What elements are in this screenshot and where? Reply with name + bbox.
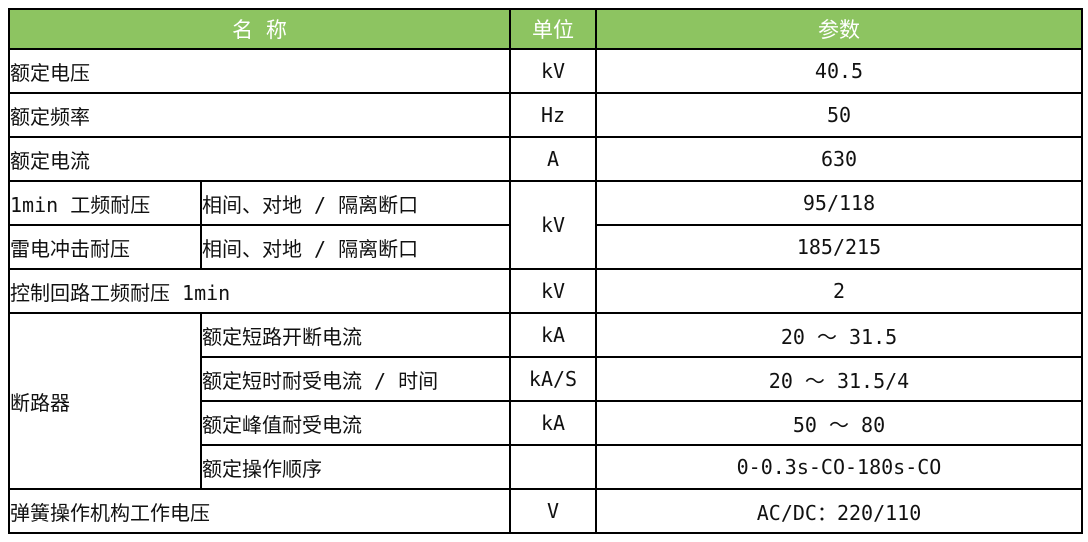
cell-operating-sequence-param: 0-0.3s-CO-180s-CO (595, 444, 1083, 490)
cell-power-freq-sub: 相间、对地 / 隔离断口 (200, 180, 511, 226)
cell-short-time-param: 20 ～ 31.5/4 (595, 356, 1083, 402)
cell-short-time-sub: 额定短时耐受电流 / 时间 (200, 356, 511, 402)
cell-breaker-group-name: 断路器 (8, 312, 202, 490)
cell-rated-voltage-param: 40.5 (595, 48, 1083, 94)
header-unit: 单位 (509, 8, 597, 50)
table-row: 弹簧操作机构工作电压 V AC/DC：220/110 (8, 488, 1083, 534)
cell-power-freq-param: 95/118 (595, 180, 1083, 226)
cell-rated-voltage-unit: kV (509, 48, 597, 94)
table-row: 雷电冲击耐压 相间、对地 / 隔离断口 185/215 (8, 224, 1083, 270)
cell-peak-withstand-param: 50 ～ 80 (595, 400, 1083, 446)
cell-peak-withstand-sub: 额定峰值耐受电流 (200, 400, 511, 446)
cell-operating-sequence-unit (509, 444, 597, 490)
table-row: 额定操作顺序 0-0.3s-CO-180s-CO (9, 444, 1083, 490)
header-param: 参数 (595, 8, 1083, 50)
cell-rated-current-unit: A (509, 136, 597, 182)
cell-spring-mechanism-param: AC/DC：220/110 (595, 488, 1083, 534)
cell-control-circuit-unit: kV (509, 268, 597, 314)
cell-breaking-current-unit: kA (509, 312, 597, 358)
cell-spring-mechanism-unit: V (509, 488, 597, 534)
cell-rated-frequency-unit: Hz (509, 92, 597, 138)
spec-table: 名 称 单位 参数 额定电压 kV 40.5 额定频率 Hz 50 额定电流 A… (8, 8, 1083, 534)
table-row: 1min 工频耐压 相间、对地 / 隔离断口 kV 95/118 (8, 180, 1083, 270)
cell-power-freq-name: 1min 工频耐压 (8, 180, 202, 226)
cell-peak-withstand-unit: kA (509, 400, 597, 446)
table-row: 断路器 额定短路开断电流 kA 20 ～ 31.5 (8, 312, 1083, 490)
cell-withstand-unit: kV (509, 180, 597, 270)
table-row: 额定电流 A 630 (8, 136, 1083, 182)
table-row: 额定电压 kV 40.5 (8, 48, 1083, 94)
cell-lightning-name: 雷电冲击耐压 (8, 224, 202, 270)
cell-breaking-current-sub: 额定短路开断电流 (200, 312, 511, 358)
table-row: 额定峰值耐受电流 kA 50 ～ 80 (9, 400, 1083, 446)
cell-rated-current-name: 额定电流 (8, 136, 511, 182)
cell-rated-frequency-name: 额定频率 (8, 92, 511, 138)
cell-breaking-current-param: 20 ～ 31.5 (595, 312, 1083, 358)
table-row: 控制回路工频耐压 1min kV 2 (8, 268, 1083, 314)
header-row: 名 称 单位 参数 (8, 8, 1083, 50)
cell-rated-voltage-name: 额定电压 (8, 48, 511, 94)
header-name: 名 称 (8, 8, 511, 50)
cell-rated-current-param: 630 (595, 136, 1083, 182)
table-row: 额定短时耐受电流 / 时间 kA/S 20 ～ 31.5/4 (9, 356, 1083, 402)
table-row: 额定频率 Hz 50 (8, 92, 1083, 138)
cell-control-circuit-param: 2 (595, 268, 1083, 314)
cell-spring-mechanism-name: 弹簧操作机构工作电压 (8, 488, 511, 534)
cell-operating-sequence-sub: 额定操作顺序 (200, 444, 511, 490)
cell-short-time-unit: kA/S (509, 356, 597, 402)
cell-lightning-param: 185/215 (595, 224, 1083, 270)
cell-control-circuit-name: 控制回路工频耐压 1min (8, 268, 511, 314)
cell-rated-frequency-param: 50 (595, 92, 1083, 138)
cell-lightning-sub: 相间、对地 / 隔离断口 (200, 224, 511, 270)
